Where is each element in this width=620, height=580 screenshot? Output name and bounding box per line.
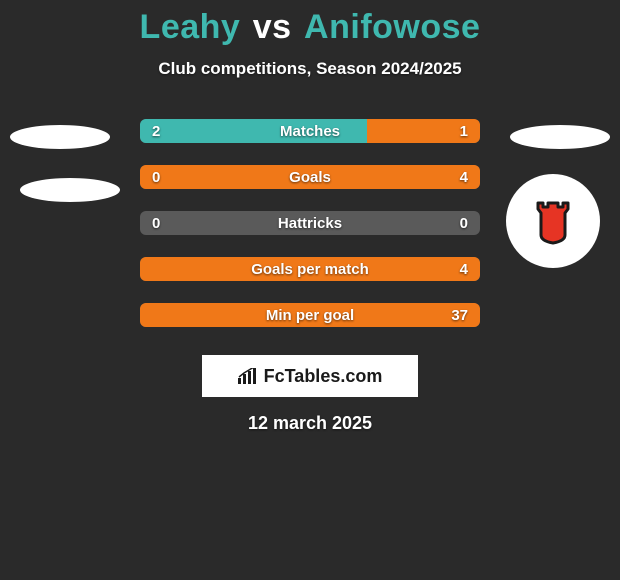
stat-bar: Hattricks0 0 bbox=[140, 211, 480, 235]
stat-label: Hattricks bbox=[140, 211, 480, 235]
stat-label: Min per goal bbox=[140, 303, 480, 327]
stat-bar: Min per goal37 bbox=[140, 303, 480, 327]
stat-label: Goals per match bbox=[140, 257, 480, 281]
stat-row: Goals0 4 bbox=[140, 165, 480, 189]
date-label: 12 march 2025 bbox=[0, 413, 620, 434]
tower-icon bbox=[523, 191, 583, 251]
title-vs: vs bbox=[253, 8, 292, 46]
player-avatar-placeholder bbox=[10, 125, 110, 149]
stat-bar: Goals per match4 bbox=[140, 257, 480, 281]
stat-value-left: 2 bbox=[152, 119, 160, 143]
player1-name: Leahy bbox=[140, 8, 241, 46]
stat-value-right: 37 bbox=[451, 303, 468, 327]
stat-value-right: 4 bbox=[460, 165, 468, 189]
stat-row: Goals per match4 bbox=[140, 257, 480, 281]
fctables-logo[interactable]: FcTables.com bbox=[202, 355, 418, 397]
stat-label: Goals bbox=[140, 165, 480, 189]
stat-bar: Matches2 1 bbox=[140, 119, 480, 143]
stat-row: Min per goal37 bbox=[140, 303, 480, 327]
stat-label: Matches bbox=[140, 119, 480, 143]
stat-bar: Goals0 4 bbox=[140, 165, 480, 189]
player2-name: Anifowose bbox=[304, 8, 480, 46]
stat-value-left: 0 bbox=[152, 211, 160, 235]
stat-value-right: 1 bbox=[460, 119, 468, 143]
player-avatar-placeholder bbox=[20, 178, 120, 202]
stat-value-right: 0 bbox=[460, 211, 468, 235]
stat-row: Hattricks0 0 bbox=[140, 211, 480, 235]
stat-value-left: 0 bbox=[152, 165, 160, 189]
player-avatar-placeholder bbox=[510, 125, 610, 149]
stat-value-right: 4 bbox=[460, 257, 468, 281]
stat-row: Matches2 1 bbox=[140, 119, 480, 143]
comparison-title: Leahy vs Anifowose bbox=[0, 0, 620, 47]
club-logo bbox=[506, 174, 600, 268]
subtitle: Club competitions, Season 2024/2025 bbox=[0, 59, 620, 79]
bar-chart-icon bbox=[238, 368, 258, 384]
logo-text: FcTables.com bbox=[264, 366, 383, 387]
